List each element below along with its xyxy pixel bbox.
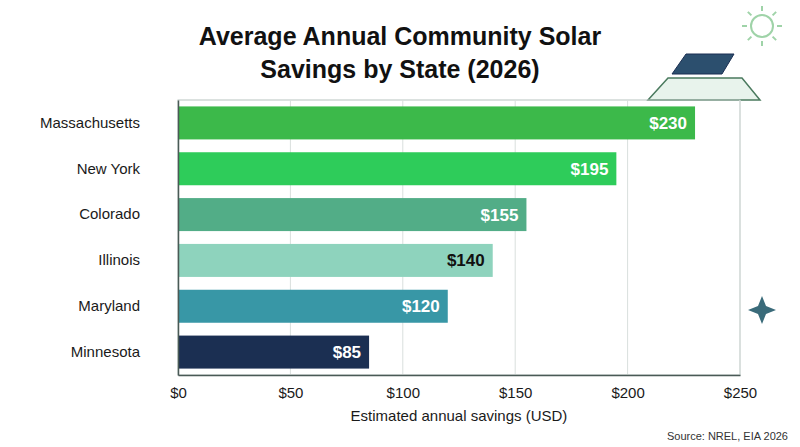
solar-panel-icon (672, 54, 734, 74)
sun-ray (777, 25, 782, 27)
y-tick: New York (77, 160, 178, 177)
x-tick-label: $150 (499, 384, 532, 401)
chart: Average Annual Community SolarSavings by… (0, 0, 800, 447)
x-axis: $0 $50 $100 $150 $200 $250 (170, 375, 757, 401)
x-axis-title: Estimated annual savings (USD) (351, 407, 568, 424)
grid-line (627, 100, 628, 375)
y-tick: Maryland (78, 297, 178, 314)
data-labels: $230 $195 $155 $140 $120 $85 (333, 114, 687, 362)
y-tick: Colorado (79, 205, 178, 222)
data-label: $230 (649, 114, 687, 133)
x-tick-label: $200 (611, 384, 644, 401)
x-tick: $150 (499, 375, 532, 401)
y-tick-label: Massachusetts (40, 114, 140, 131)
x-tick: $200 (611, 375, 644, 401)
bar (178, 106, 695, 139)
y-tick: Minnesota (71, 343, 178, 360)
bars (178, 106, 695, 368)
y-tick-label: Minnesota (71, 343, 141, 360)
x-tick-label: $100 (387, 384, 420, 401)
y-tick-label: Maryland (78, 297, 140, 314)
roof-icon (648, 78, 760, 100)
x-tick: $0 (170, 375, 187, 401)
y-tick-label: Illinois (98, 251, 140, 268)
bar (178, 198, 526, 231)
sun-ray (761, 6, 763, 11)
y-tick: Illinois (98, 251, 178, 268)
bar (178, 290, 448, 323)
bar (178, 244, 493, 277)
x-tick-label: $250 (724, 384, 757, 401)
source-note: Source: NREL, EIA 2026 (667, 430, 788, 442)
y-tick-label: New York (77, 160, 141, 177)
compass-icon (748, 296, 776, 324)
y-axis: Massachusetts New York Colorado Illinois Mar… (40, 101, 179, 376)
sun-ray (773, 12, 777, 16)
grid-line (290, 100, 291, 375)
sun-ray (773, 37, 777, 41)
sun-icon (751, 15, 773, 37)
x-tick: $250 (724, 375, 757, 401)
plot-frame (178, 100, 740, 375)
x-tick-label: $50 (278, 384, 303, 401)
data-label: $195 (571, 160, 609, 179)
bar (178, 336, 369, 369)
y-axis-line (178, 101, 180, 376)
grid-line (740, 100, 741, 375)
x-tick: $100 (387, 375, 420, 401)
sun-ray (761, 41, 763, 46)
sun-ray (742, 25, 747, 27)
grid-line (402, 100, 403, 375)
bar (178, 152, 616, 185)
data-label: $155 (481, 206, 519, 225)
grid (178, 100, 740, 375)
x-axis-line (179, 375, 741, 377)
grid-line (178, 100, 179, 375)
title: Average Annual Community SolarSavings by… (199, 22, 602, 83)
x-tick: $50 (278, 375, 303, 401)
x-tick-label: $0 (170, 384, 187, 401)
data-label: $120 (402, 297, 440, 316)
y-tick-label: Colorado (79, 205, 140, 222)
data-label: $140 (447, 251, 485, 270)
decoration (648, 6, 782, 324)
sun-ray (748, 37, 752, 41)
data-label: $85 (333, 343, 361, 362)
sun-ray (748, 12, 752, 16)
grid-line (515, 100, 516, 375)
y-tick: Massachusetts (40, 114, 178, 131)
